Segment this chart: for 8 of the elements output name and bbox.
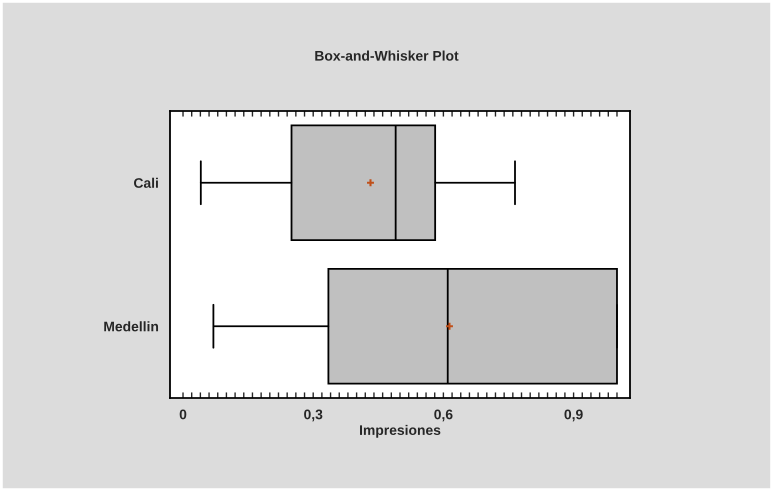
x-tick-label: 0,3 — [304, 409, 322, 422]
x-tick-label: 0 — [180, 409, 186, 420]
chart-title: Box-and-Whisker Plot — [315, 50, 458, 61]
x-axis-title: Impresiones — [360, 424, 440, 438]
x-tick-label: 0,6 — [434, 409, 453, 422]
x-tick-label: 0,9 — [564, 409, 583, 422]
y-tick-label: Cali — [134, 178, 158, 188]
y-tick-label: Medellin — [104, 321, 158, 332]
